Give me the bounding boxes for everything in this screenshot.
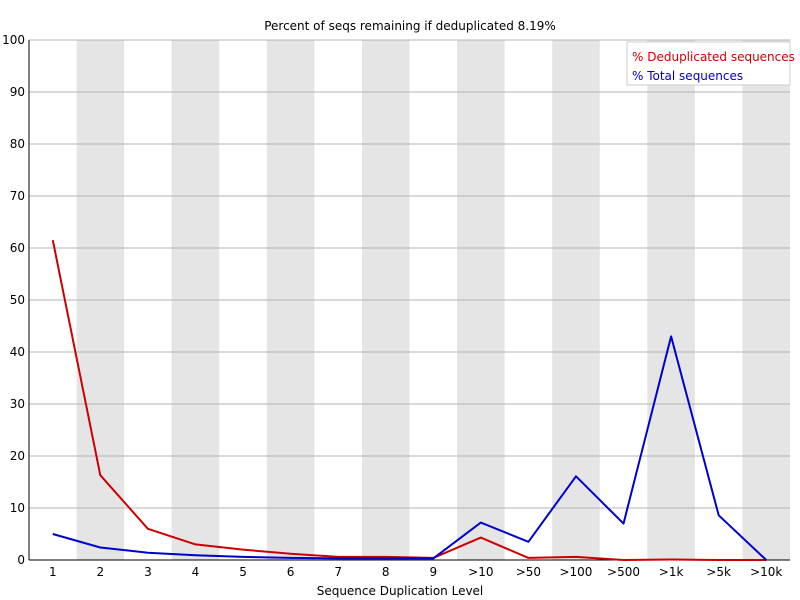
y-tick-label: 20: [10, 449, 25, 463]
x-tick-label: 4: [192, 565, 200, 579]
series-line-1: [52, 335, 767, 561]
legend: % Deduplicated sequences % Total sequenc…: [626, 41, 795, 86]
legend-entry-total: % Total sequences: [632, 69, 743, 83]
y-tick-label: 30: [10, 397, 25, 411]
x-tick-label: >500: [607, 565, 640, 579]
x-tick-label: >10: [468, 565, 493, 579]
y-tick-labels: 0 10 20 30 40 50 60 70 80 90 100: [2, 33, 25, 567]
x-tick-label: 1: [49, 565, 57, 579]
x-tick-label: >1k: [659, 565, 684, 579]
y-tick-label: 70: [10, 189, 25, 203]
x-tick-label: 6: [287, 565, 295, 579]
x-tick-label: >10k: [750, 565, 782, 579]
x-tick-label: >5k: [706, 565, 731, 579]
y-tick-label: 60: [10, 241, 25, 255]
chart-title: Percent of seqs remaining if deduplicate…: [264, 19, 556, 33]
x-tick-label: 3: [144, 565, 152, 579]
x-tick-label: >50: [516, 565, 541, 579]
x-tick-label: 9: [429, 565, 437, 579]
y-tick-label: 50: [10, 293, 25, 307]
y-tick-label: 40: [10, 345, 25, 359]
y-tick-label: 0: [17, 553, 25, 567]
x-tick-label: 8: [382, 565, 390, 579]
x-tick-label: 7: [334, 565, 342, 579]
y-tick-label: 90: [10, 85, 25, 99]
x-tick-label: 5: [239, 565, 247, 579]
series-lines: [51, 240, 767, 561]
y-tick-label: 100: [2, 33, 25, 47]
y-tick-label: 80: [10, 137, 25, 151]
legend-entry-deduplicated: % Deduplicated sequences: [632, 50, 795, 64]
x-axis-label: Sequence Duplication Level: [317, 584, 484, 598]
legend-box: [626, 41, 791, 86]
x-tick-label: >100: [559, 565, 592, 579]
x-tick-labels: 1 2 3 4 5 6 7 8 9 >10 >50 >100 >500 >1k >5k >10k: [49, 565, 782, 579]
x-tick-label: 2: [97, 565, 105, 579]
y-tick-label: 10: [10, 501, 25, 515]
